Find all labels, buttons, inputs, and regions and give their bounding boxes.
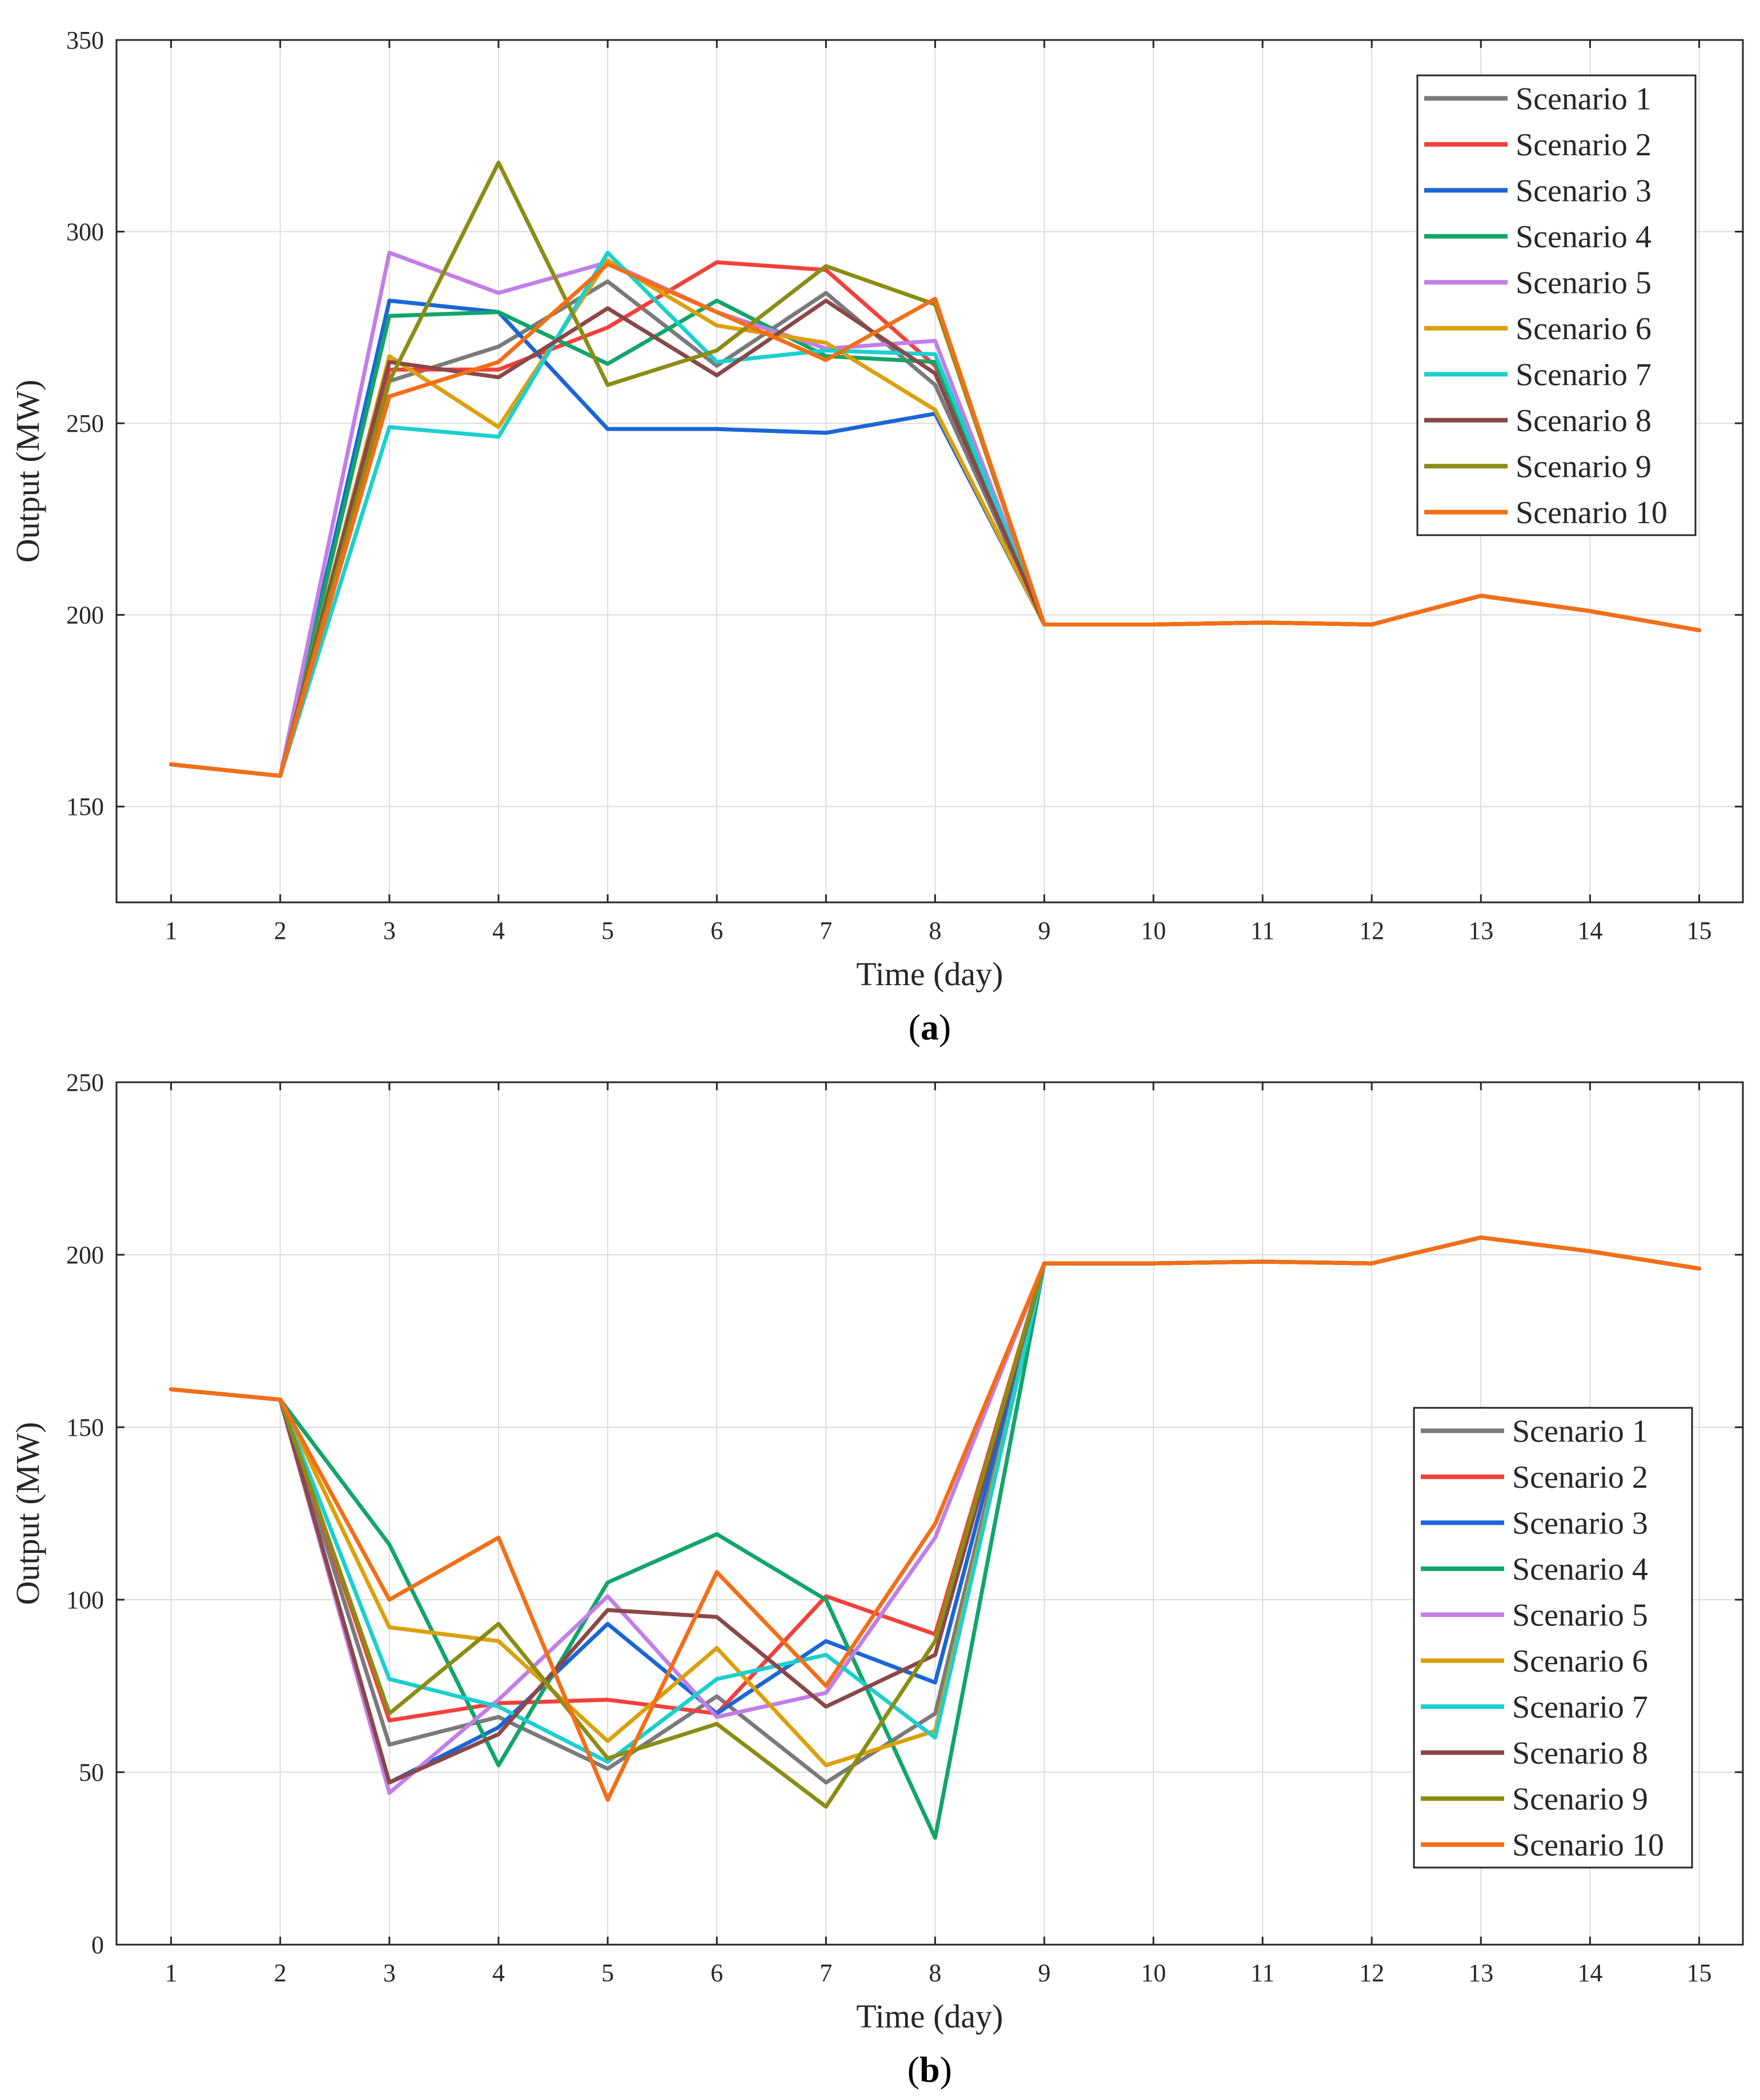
x-tick-label: 10 xyxy=(1141,1959,1166,1987)
y-tick-label: 150 xyxy=(66,793,104,821)
legend-label: Scenario 9 xyxy=(1516,449,1651,484)
legend-label: Scenario 7 xyxy=(1516,357,1651,392)
x-tick-label: 7 xyxy=(819,1959,832,1987)
legend-label: Scenario 1 xyxy=(1512,1414,1648,1449)
legend-label: Scenario 10 xyxy=(1516,495,1667,531)
panel-label-letter: a xyxy=(921,1007,939,1047)
panel-label-open-paren: ( xyxy=(907,2049,919,2090)
legend-label: Scenario 4 xyxy=(1512,1552,1648,1587)
x-tick-label: 11 xyxy=(1251,1959,1275,1987)
legend-label: Scenario 1 xyxy=(1516,81,1651,117)
series-line-scenario-10 xyxy=(169,1235,1702,1802)
legend-label: Scenario 5 xyxy=(1512,1597,1648,1633)
y-tick-label: 50 xyxy=(79,1758,104,1786)
y-tick-label: 350 xyxy=(66,26,104,54)
legend-label: Scenario 9 xyxy=(1512,1781,1648,1817)
plot-area-frame xyxy=(115,1081,1744,1946)
x-tick-label: 5 xyxy=(601,1959,614,1987)
x-tick-label: 4 xyxy=(492,1959,505,1987)
x-tick-label: 8 xyxy=(929,1959,942,1987)
legend-label: Scenario 6 xyxy=(1516,311,1651,347)
y-tick-label: 300 xyxy=(66,218,104,246)
legend-box xyxy=(1413,1407,1693,1869)
legend-label: Scenario 2 xyxy=(1512,1460,1648,1495)
x-tick-label: 13 xyxy=(1468,917,1493,945)
x-tick-label: 1 xyxy=(165,917,178,945)
panel-label-close-paren: ) xyxy=(939,1007,951,1047)
legend-label: Scenario 8 xyxy=(1512,1736,1648,1771)
legend: Scenario 1 Scenario 2 Scenario 3 Scenario 4… xyxy=(1413,1407,1693,1869)
x-tick-label: 8 xyxy=(929,917,942,945)
legend-label: Scenario 5 xyxy=(1516,265,1651,300)
x-tick-label: 14 xyxy=(1577,1959,1602,1987)
y-tick-label: 250 xyxy=(66,1069,104,1097)
x-tick-label: 9 xyxy=(1038,1959,1051,1987)
legend: Scenario 1 Scenario 2 Scenario 3 Scenario 4… xyxy=(1416,74,1697,536)
legend-label: Scenario 3 xyxy=(1512,1505,1648,1541)
x-tick-label: 12 xyxy=(1359,1959,1384,1987)
y-tick-label: 100 xyxy=(66,1586,104,1614)
x-tick-label: 7 xyxy=(819,917,832,945)
x-axis-label: Time (day) xyxy=(856,955,1003,993)
x-tick-label: 2 xyxy=(274,917,287,945)
legend-label: Scenario 10 xyxy=(1512,1828,1664,1863)
plot-area-frame xyxy=(115,39,1744,904)
x-tick-label: 2 xyxy=(274,1959,287,1987)
panel-label: (a) xyxy=(909,1007,951,1047)
x-tick-label: 14 xyxy=(1577,917,1602,945)
x-axis-label: Time (day) xyxy=(856,1998,1003,2035)
y-axis-label: Output (MW) xyxy=(9,380,46,563)
legend-label: Scenario 8 xyxy=(1516,403,1651,439)
x-tick-label: 3 xyxy=(383,917,396,945)
x-tick-label: 6 xyxy=(710,917,723,945)
x-tick-label: 3 xyxy=(383,1959,396,1987)
y-axis-label: Output (MW) xyxy=(9,1422,46,1605)
x-tick-label: 12 xyxy=(1359,917,1384,945)
x-tick-label: 1 xyxy=(165,1959,178,1987)
chart-panel-b: 1 2 3 4 5 6 7 8 9 10 11 12 13 14 15050100150200250Time… xyxy=(9,1069,1744,2090)
x-tick-label: 5 xyxy=(601,917,614,945)
y-tick-label: 0 xyxy=(91,1931,104,1959)
x-axis: 1 2 3 4 5 6 7 8 9 10 11 12 13 14 15 xyxy=(165,1082,1712,1987)
x-tick-label: 15 xyxy=(1687,1959,1712,1987)
x-tick-label: 13 xyxy=(1468,1959,1493,1987)
x-tick-label: 10 xyxy=(1141,917,1166,945)
series-lines xyxy=(169,1235,1702,1840)
chart-panel-a: 1 2 3 4 5 6 7 8 9 10 11 12 13 14 15150200250300350Time… xyxy=(9,26,1744,1047)
x-tick-label: 6 xyxy=(710,1959,723,1987)
panel-label-open-paren: ( xyxy=(909,1007,921,1047)
y-axis: 0 50 100 150 200 250 xyxy=(66,1069,1743,1959)
panel-label-letter: b xyxy=(919,2049,940,2090)
x-tick-label: 11 xyxy=(1251,917,1275,945)
legend-label: Scenario 4 xyxy=(1516,219,1651,255)
x-axis: 1 2 3 4 5 6 7 8 9 10 11 12 13 14 15 xyxy=(165,40,1712,945)
y-tick-label: 150 xyxy=(66,1414,104,1442)
legend-label: Scenario 6 xyxy=(1512,1644,1648,1679)
y-tick-label: 200 xyxy=(66,601,104,629)
x-tick-label: 15 xyxy=(1687,917,1712,945)
legend-label: Scenario 7 xyxy=(1512,1689,1648,1725)
x-tick-label: 4 xyxy=(492,917,505,945)
series-lines xyxy=(169,160,1702,778)
panel-label: (b) xyxy=(907,2049,952,2090)
y-axis: 150 200 250 300 350 xyxy=(66,26,1743,821)
legend-label: Scenario 2 xyxy=(1516,127,1651,163)
x-tick-label: 9 xyxy=(1038,917,1051,945)
panel-label-close-paren: ) xyxy=(940,2049,952,2090)
legend-box xyxy=(1416,74,1697,536)
y-tick-label: 200 xyxy=(66,1241,104,1269)
series-line-scenario-10 xyxy=(169,262,1702,778)
y-tick-label: 250 xyxy=(66,409,104,437)
legend-label: Scenario 3 xyxy=(1516,173,1651,208)
